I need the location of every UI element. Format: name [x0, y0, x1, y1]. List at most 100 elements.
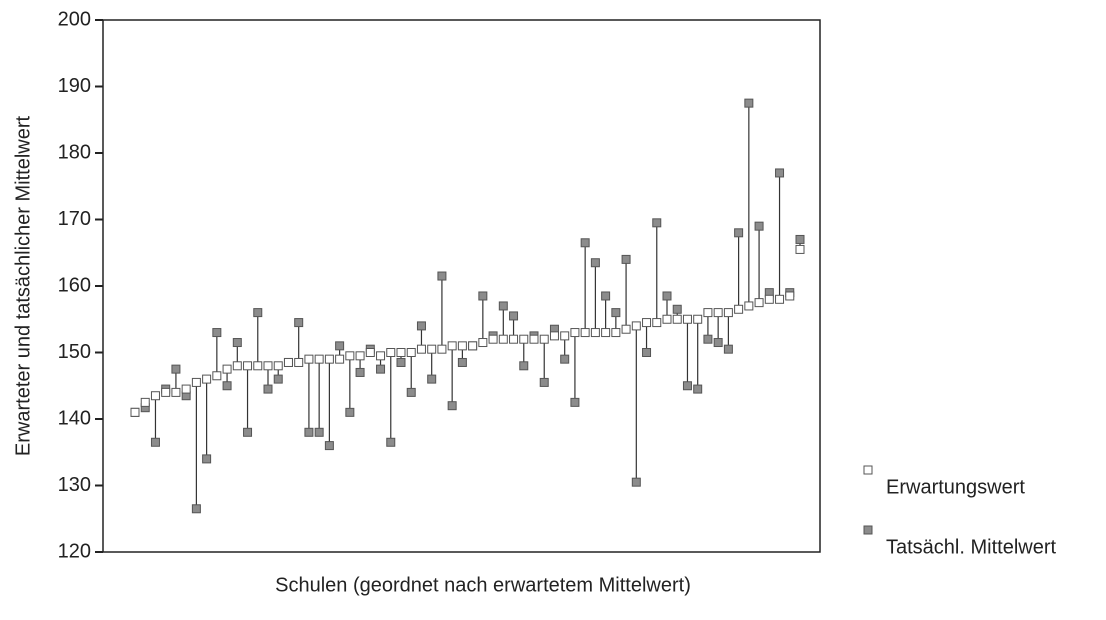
legend-swatch: [863, 525, 873, 535]
point: [273, 374, 283, 384]
point: [611, 308, 621, 318]
point: [447, 401, 457, 411]
point: [283, 357, 293, 367]
point: [693, 384, 703, 394]
point: [601, 291, 611, 301]
y-tick-label: 130: [58, 474, 91, 496]
point: [539, 377, 549, 387]
point: [345, 407, 355, 417]
point: [324, 354, 334, 364]
y-tick-label: 170: [58, 208, 91, 230]
point: [570, 328, 580, 338]
point: [580, 238, 590, 248]
x-axis-label: Schulen (geordnet nach erwartetem Mittel…: [275, 574, 691, 596]
point: [171, 364, 181, 374]
point: [294, 318, 304, 328]
point: [775, 294, 785, 304]
point: [785, 291, 795, 301]
point: [795, 244, 805, 254]
y-tick-label: 120: [58, 540, 91, 562]
point: [488, 334, 498, 344]
point: [191, 377, 201, 387]
point: [335, 354, 345, 364]
point: [304, 427, 314, 437]
point: [672, 314, 682, 324]
point: [181, 384, 191, 394]
point: [580, 328, 590, 338]
point: [560, 354, 570, 364]
point: [150, 437, 160, 447]
point: [713, 338, 723, 348]
y-tick-label: 160: [58, 274, 91, 296]
point: [672, 304, 682, 314]
point: [611, 328, 621, 338]
legend-swatch: [863, 465, 873, 475]
point: [468, 341, 478, 351]
point: [754, 298, 764, 308]
point: [437, 344, 447, 354]
point: [764, 294, 774, 304]
point: [478, 291, 488, 301]
point: [140, 397, 150, 407]
point: [509, 311, 519, 321]
point: [498, 301, 508, 311]
point: [427, 374, 437, 384]
point: [642, 318, 652, 328]
point: [744, 301, 754, 311]
point: [652, 318, 662, 328]
point: [355, 351, 365, 361]
point: [263, 361, 273, 371]
point: [498, 334, 508, 344]
point: [509, 334, 519, 344]
point: [130, 407, 140, 417]
point: [161, 387, 171, 397]
point: [457, 357, 467, 367]
legend-label: Tatsächl. Mittelwert: [886, 536, 1056, 558]
point: [693, 314, 703, 324]
point: [682, 381, 692, 391]
point: [253, 361, 263, 371]
point: [386, 437, 396, 447]
point: [642, 348, 652, 357]
point: [345, 351, 355, 361]
point: [457, 341, 467, 351]
point: [376, 351, 386, 361]
point: [222, 381, 232, 391]
point: [703, 308, 713, 318]
point: [376, 364, 386, 374]
point: [734, 304, 744, 314]
point: [324, 441, 334, 451]
point: [560, 331, 570, 341]
point: [447, 341, 457, 351]
point: [202, 454, 212, 464]
plot-frame: [102, 19, 821, 553]
point: [212, 328, 222, 338]
point: [590, 258, 600, 268]
point: [631, 477, 641, 487]
point: [243, 361, 253, 371]
point: [427, 344, 437, 354]
point: [549, 331, 559, 341]
point: [529, 334, 539, 344]
point: [150, 391, 160, 401]
point: [171, 387, 181, 397]
point: [314, 354, 324, 364]
point: [396, 348, 406, 357]
point: [314, 427, 324, 437]
point: [662, 291, 672, 301]
point: [621, 254, 631, 264]
point: [744, 98, 754, 108]
point: [723, 344, 733, 354]
point: [478, 338, 488, 348]
y-tick-label: 190: [58, 75, 91, 97]
point: [590, 328, 600, 338]
point: [519, 361, 529, 371]
point: [682, 314, 692, 324]
y-tick-label: 140: [58, 407, 91, 429]
point: [263, 384, 273, 394]
point: [754, 221, 764, 231]
point: [253, 308, 263, 318]
point: [355, 367, 365, 377]
point: [416, 321, 426, 331]
point: [631, 321, 641, 331]
